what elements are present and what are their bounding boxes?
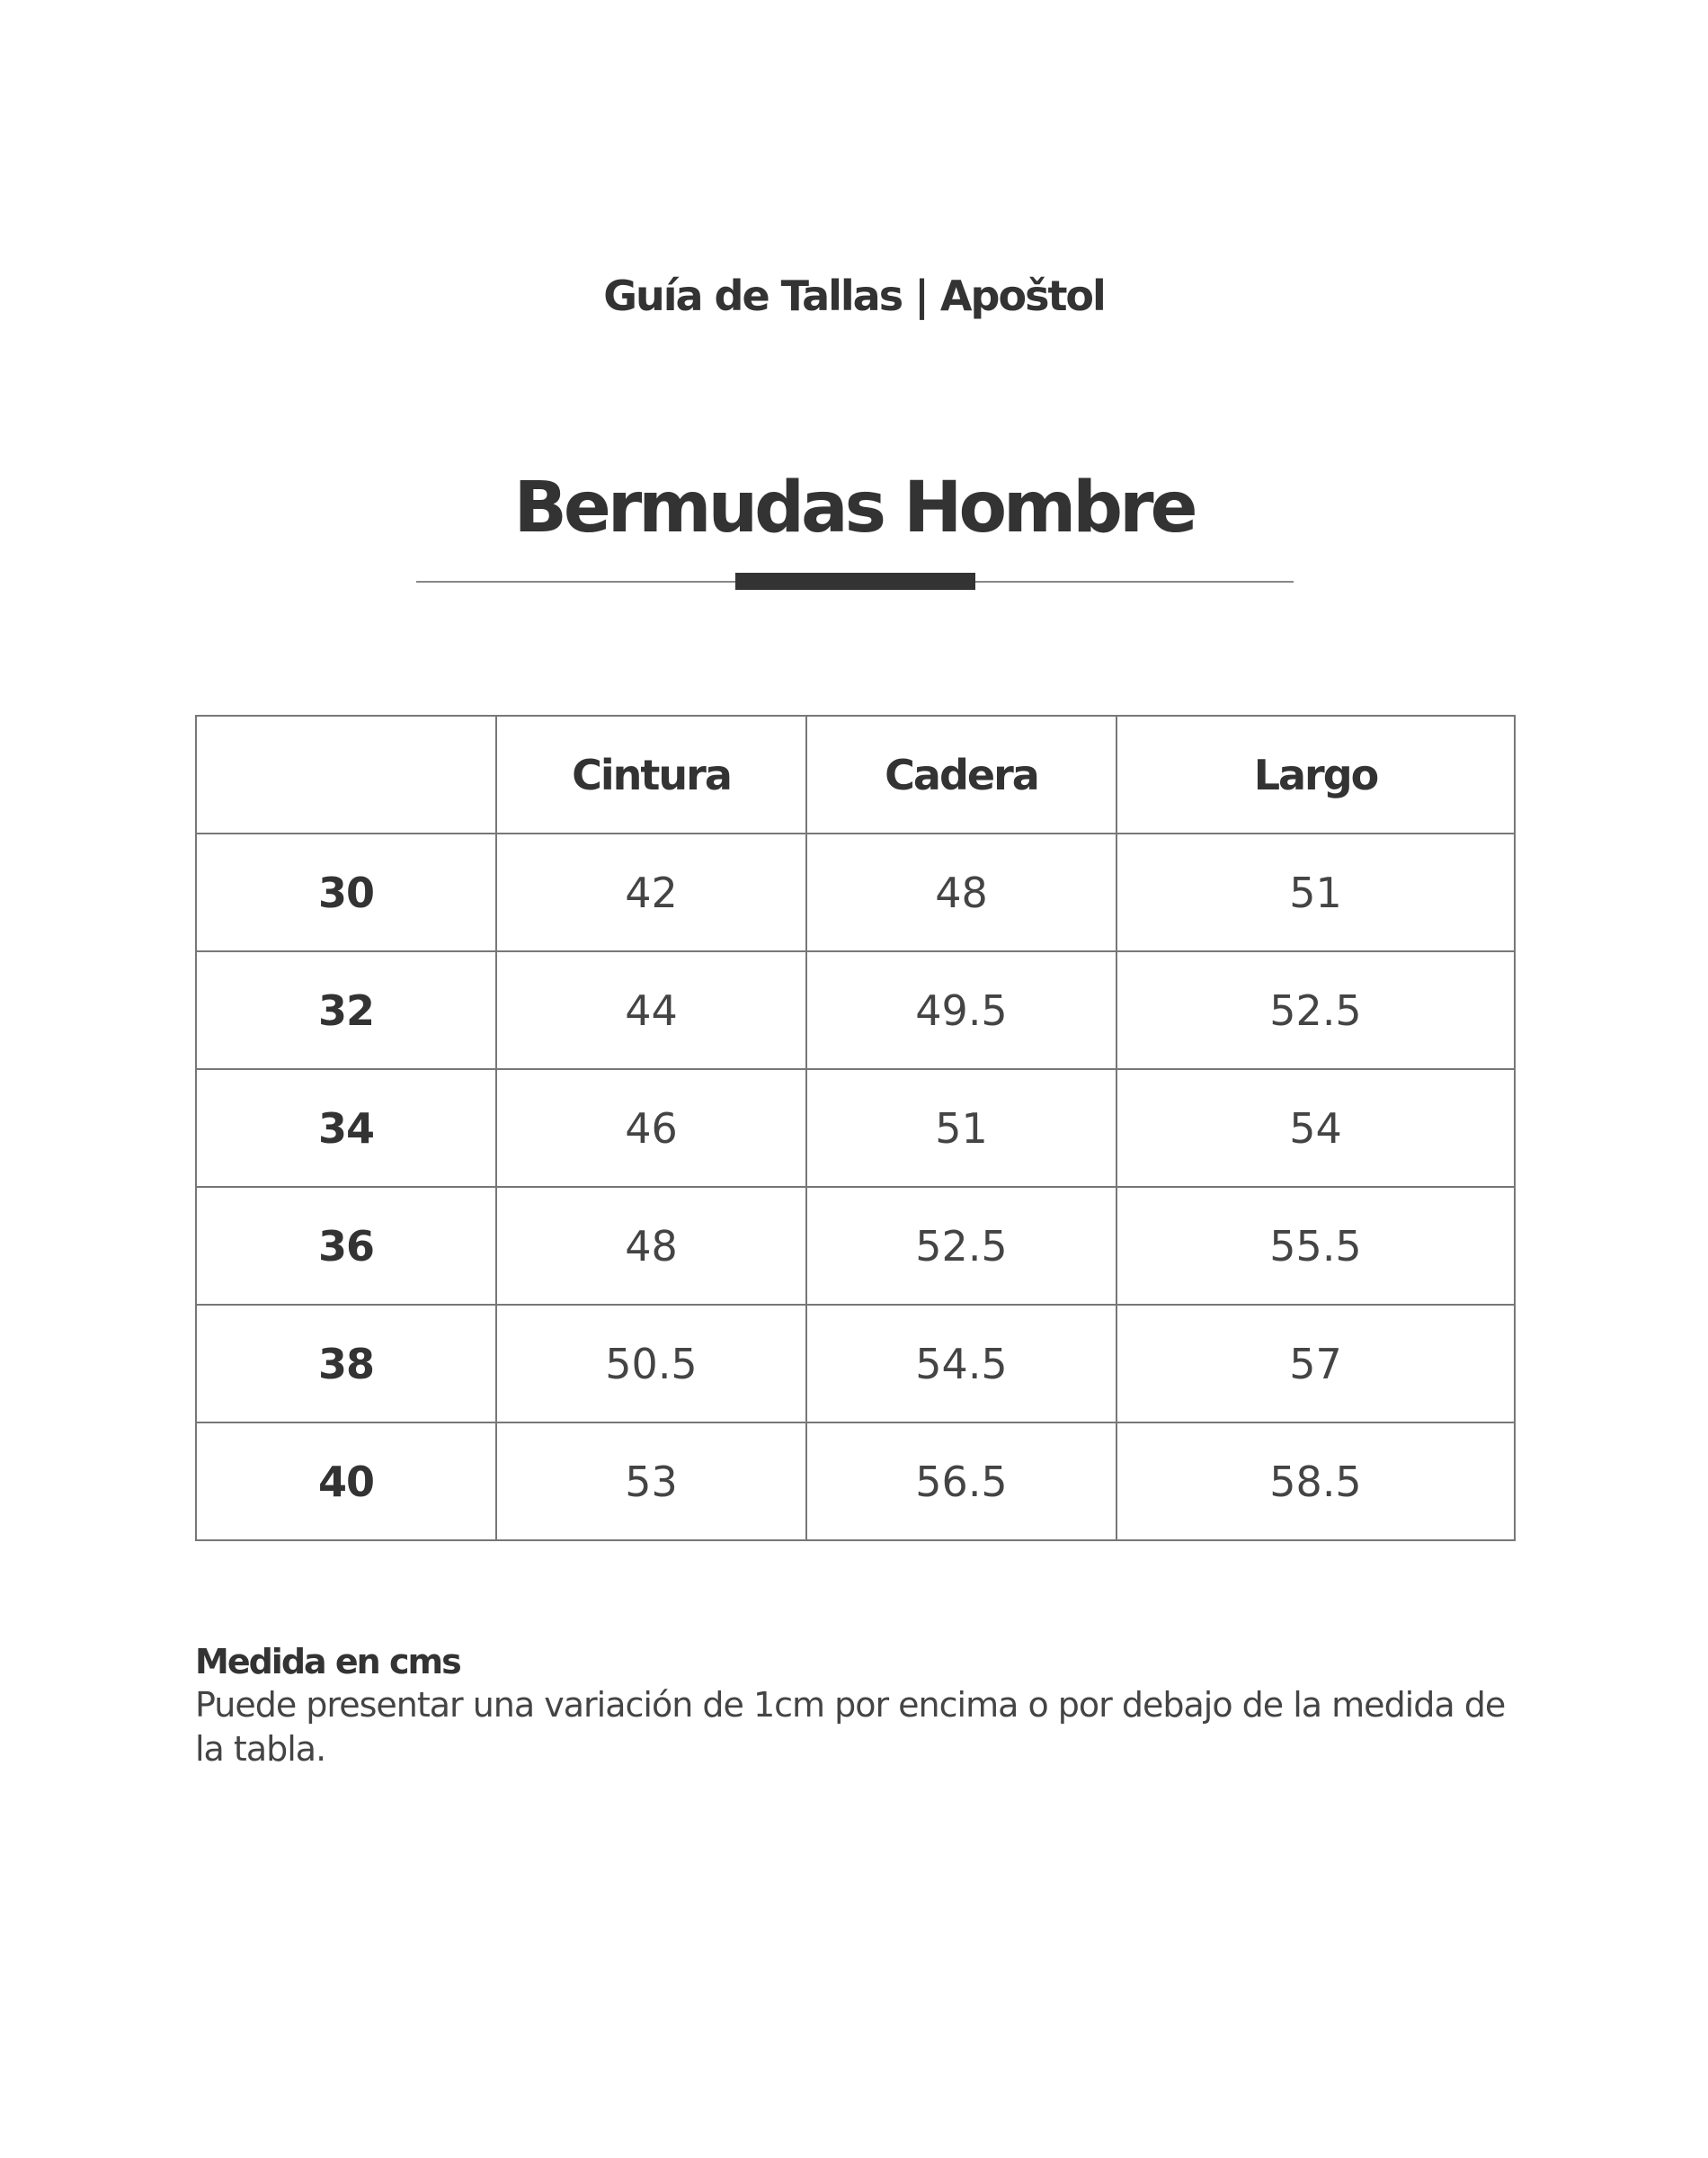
table-row: 32 44 49.5 52.5 [195, 950, 1516, 1070]
size-cell: 32 [195, 950, 497, 1070]
cadera-cell: 56.5 [805, 1422, 1117, 1541]
table-header-row: Cintura Cadera Largo [195, 715, 1516, 834]
header-cell-size [195, 715, 497, 834]
note-text: Puede presentar una variación de 1cm por… [195, 1685, 1506, 1769]
cintura-cell: 46 [495, 1068, 807, 1188]
table-row: 38 50.5 54.5 57 [195, 1304, 1516, 1423]
largo-cell: 55.5 [1116, 1186, 1516, 1306]
cadera-cell: 48 [805, 833, 1117, 952]
cadera-cell: 52.5 [805, 1186, 1117, 1306]
largo-cell: 54 [1116, 1068, 1516, 1188]
cintura-cell: 44 [495, 950, 807, 1070]
largo-cell: 57 [1116, 1304, 1516, 1423]
largo-cell: 52.5 [1116, 950, 1516, 1070]
cadera-cell: 54.5 [805, 1304, 1117, 1423]
cintura-cell: 53 [495, 1422, 807, 1541]
size-cell: 34 [195, 1068, 497, 1188]
cintura-cell: 42 [495, 833, 807, 952]
size-table: Cintura Cadera Largo 30 42 48 51 32 44 49.5 52.… [195, 715, 1516, 1541]
table-row: 30 42 48 51 [195, 833, 1516, 952]
cadera-cell: 51 [805, 1068, 1117, 1188]
largo-cell: 58.5 [1116, 1422, 1516, 1541]
size-cell: 30 [195, 833, 497, 952]
largo-cell: 51 [1116, 833, 1516, 952]
table-row: 40 53 56.5 58.5 [195, 1422, 1516, 1541]
cadera-cell: 49.5 [805, 950, 1117, 1070]
note-title: Medida en cms [195, 1642, 462, 1681]
cintura-cell: 48 [495, 1186, 807, 1306]
guide-subtitle: Guía de Tallas | Apoštol [603, 272, 1107, 320]
header-cell-largo: Largo [1116, 715, 1516, 834]
table-row: 34 46 51 54 [195, 1068, 1516, 1188]
page-title: Bermudas Hombre [513, 468, 1197, 548]
table-row: 36 48 52.5 55.5 [195, 1186, 1516, 1306]
title-accent-bar [735, 573, 975, 590]
header-cell-cintura: Cintura [495, 715, 807, 834]
size-cell: 36 [195, 1186, 497, 1306]
size-cell: 38 [195, 1304, 497, 1423]
cintura-cell: 50.5 [495, 1304, 807, 1423]
size-cell: 40 [195, 1422, 497, 1541]
header-cell-cadera: Cadera [805, 715, 1117, 834]
